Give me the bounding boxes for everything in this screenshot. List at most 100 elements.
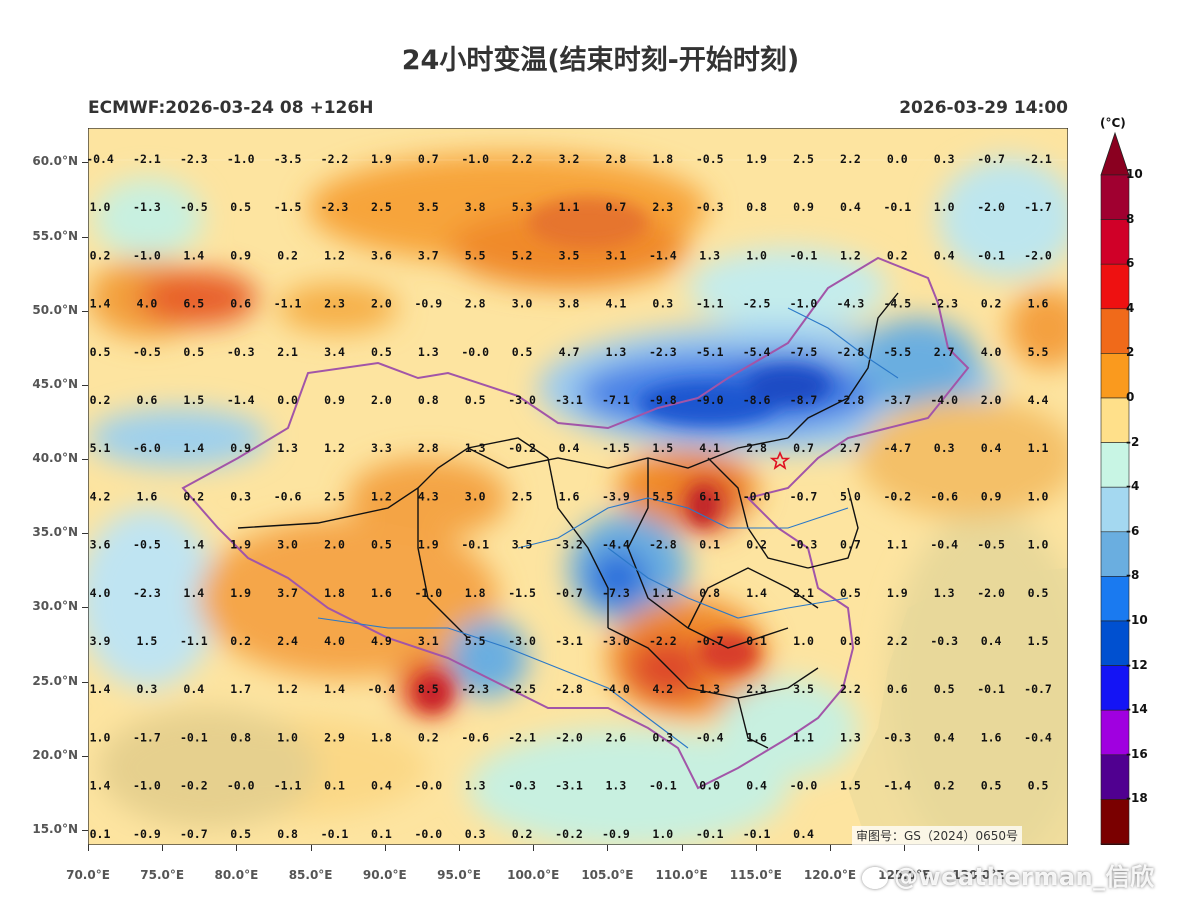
grid-value: -0.1 xyxy=(461,538,489,552)
grid-value: -0.4 xyxy=(368,682,396,696)
grid-value: -0.0 xyxy=(414,779,442,793)
grid-value: 0.2 xyxy=(887,248,908,262)
grid-value: -2.1 xyxy=(508,730,536,744)
grid-value: 0.7 xyxy=(793,441,814,455)
grid-value: 1.4 xyxy=(183,248,204,262)
latitude-label: 50.0°N xyxy=(20,303,78,317)
grid-value: -1.3 xyxy=(133,200,161,214)
grid-value: -0.2 xyxy=(883,489,911,503)
grid-value: 0.2 xyxy=(934,779,955,793)
longitude-label: 105.0°E xyxy=(577,868,637,882)
grid-value: 1.3 xyxy=(465,779,486,793)
grid-value: 0.5 xyxy=(371,345,392,359)
grid-value: 5.5 xyxy=(652,489,673,503)
grid-value: 0.3 xyxy=(652,730,673,744)
grid-value: -0.1 xyxy=(649,779,677,793)
colorbar-tick-label: 10 xyxy=(1126,167,1143,181)
colorbar-swatch xyxy=(1101,532,1129,577)
grid-value: 0.2 xyxy=(981,297,1002,311)
grid-value: -0.7 xyxy=(180,827,208,841)
latitude-tick xyxy=(82,756,88,757)
grid-value: -9.8 xyxy=(649,393,677,407)
grid-value: -0.0 xyxy=(743,489,771,503)
grid-value: -0.7 xyxy=(555,586,583,600)
grid-value: 1.0 xyxy=(90,200,111,214)
colorbar-tick-label: -8 xyxy=(1126,568,1139,582)
grid-value: 1.9 xyxy=(230,538,251,552)
grid-value: -1.4 xyxy=(649,248,677,262)
grid-value: 1.0 xyxy=(90,730,111,744)
grid-value: -5.4 xyxy=(743,345,771,359)
grid-value: 0.3 xyxy=(934,152,955,166)
grid-value: -2.8 xyxy=(837,345,865,359)
grid-value: -2.3 xyxy=(321,200,349,214)
longitude-tick xyxy=(236,845,237,851)
grid-value: -0.3 xyxy=(696,200,724,214)
grid-value: 0.3 xyxy=(230,489,251,503)
grid-value: -0.3 xyxy=(508,779,536,793)
grid-value: -4.0 xyxy=(930,393,958,407)
grid-value: -0.5 xyxy=(133,345,161,359)
grid-value: 1.3 xyxy=(840,730,861,744)
grid-value: -0.7 xyxy=(977,152,1005,166)
grid-value: -0.0 xyxy=(790,779,818,793)
grid-value: 1.8 xyxy=(652,152,673,166)
grid-value: 3.4 xyxy=(324,345,345,359)
longitude-tick xyxy=(385,845,386,851)
colorbar-swatch xyxy=(1101,398,1129,443)
grid-value: 1.6 xyxy=(746,730,767,744)
grid-value: 1.6 xyxy=(981,730,1002,744)
grid-value: 2.3 xyxy=(324,297,345,311)
grid-value: 0.4 xyxy=(934,248,955,262)
grid-value: -3.5 xyxy=(274,152,302,166)
longitude-tick xyxy=(978,845,979,851)
latitude-tick xyxy=(82,607,88,608)
longitude-label: 120.0°E xyxy=(800,868,860,882)
grid-value: -4.4 xyxy=(602,538,630,552)
grid-value: -2.3 xyxy=(930,297,958,311)
grid-value: -8.7 xyxy=(790,393,818,407)
longitude-tick xyxy=(607,845,608,851)
grid-value: 0.4 xyxy=(840,200,861,214)
grid-value: 5.3 xyxy=(512,200,533,214)
grid-value: 1.9 xyxy=(371,152,392,166)
grid-value: 4.0 xyxy=(324,634,345,648)
grid-value: 1.7 xyxy=(230,682,251,696)
grid-value: 0.1 xyxy=(324,779,345,793)
grid-value: 0.6 xyxy=(137,393,158,407)
grid-value: 1.0 xyxy=(652,827,673,841)
latitude-label: 20.0°N xyxy=(20,748,78,762)
grid-value: 1.0 xyxy=(746,248,767,262)
grid-value: -0.4 xyxy=(930,538,958,552)
colorbar-swatch xyxy=(1101,799,1129,844)
grid-value: -1.4 xyxy=(227,393,255,407)
grid-value: 4.0 xyxy=(137,297,158,311)
grid-value: 0.8 xyxy=(418,393,439,407)
grid-value: 4.7 xyxy=(559,345,580,359)
grid-value: -1.7 xyxy=(1024,200,1052,214)
grid-value: -1.5 xyxy=(602,441,630,455)
grid-value: -3.0 xyxy=(508,393,536,407)
grid-value: -0.6 xyxy=(274,489,302,503)
grid-value: 0.8 xyxy=(230,730,251,744)
grid-value: 1.0 xyxy=(277,730,298,744)
grid-value: 0.5 xyxy=(512,345,533,359)
grid-value: 1.9 xyxy=(230,586,251,600)
grid-value: -0.7 xyxy=(696,634,724,648)
grid-value: 3.5 xyxy=(418,200,439,214)
longitude-tick xyxy=(162,845,163,851)
grid-value: 0.2 xyxy=(183,489,204,503)
grid-value: 0.8 xyxy=(699,586,720,600)
colorbar-tick-label: -18 xyxy=(1126,791,1148,805)
grid-value: -1.0 xyxy=(133,779,161,793)
grid-value: -0.9 xyxy=(133,827,161,841)
grid-value: 0.5 xyxy=(1028,779,1049,793)
grid-value: 0.7 xyxy=(840,538,861,552)
grid-value: 4.9 xyxy=(371,634,392,648)
latitude-label: 45.0°N xyxy=(20,377,78,391)
grid-value-labels: -0.4 -2.1 -2.3 -1.0 -3.5 -2.2 1.9 0.7 -1.0 2.2 3.2… xyxy=(88,152,1052,841)
grid-value: -3.0 xyxy=(602,634,630,648)
latitude-label: 60.0°N xyxy=(20,154,78,168)
grid-value: 1.2 xyxy=(371,489,392,503)
grid-value: 2.8 xyxy=(606,152,627,166)
